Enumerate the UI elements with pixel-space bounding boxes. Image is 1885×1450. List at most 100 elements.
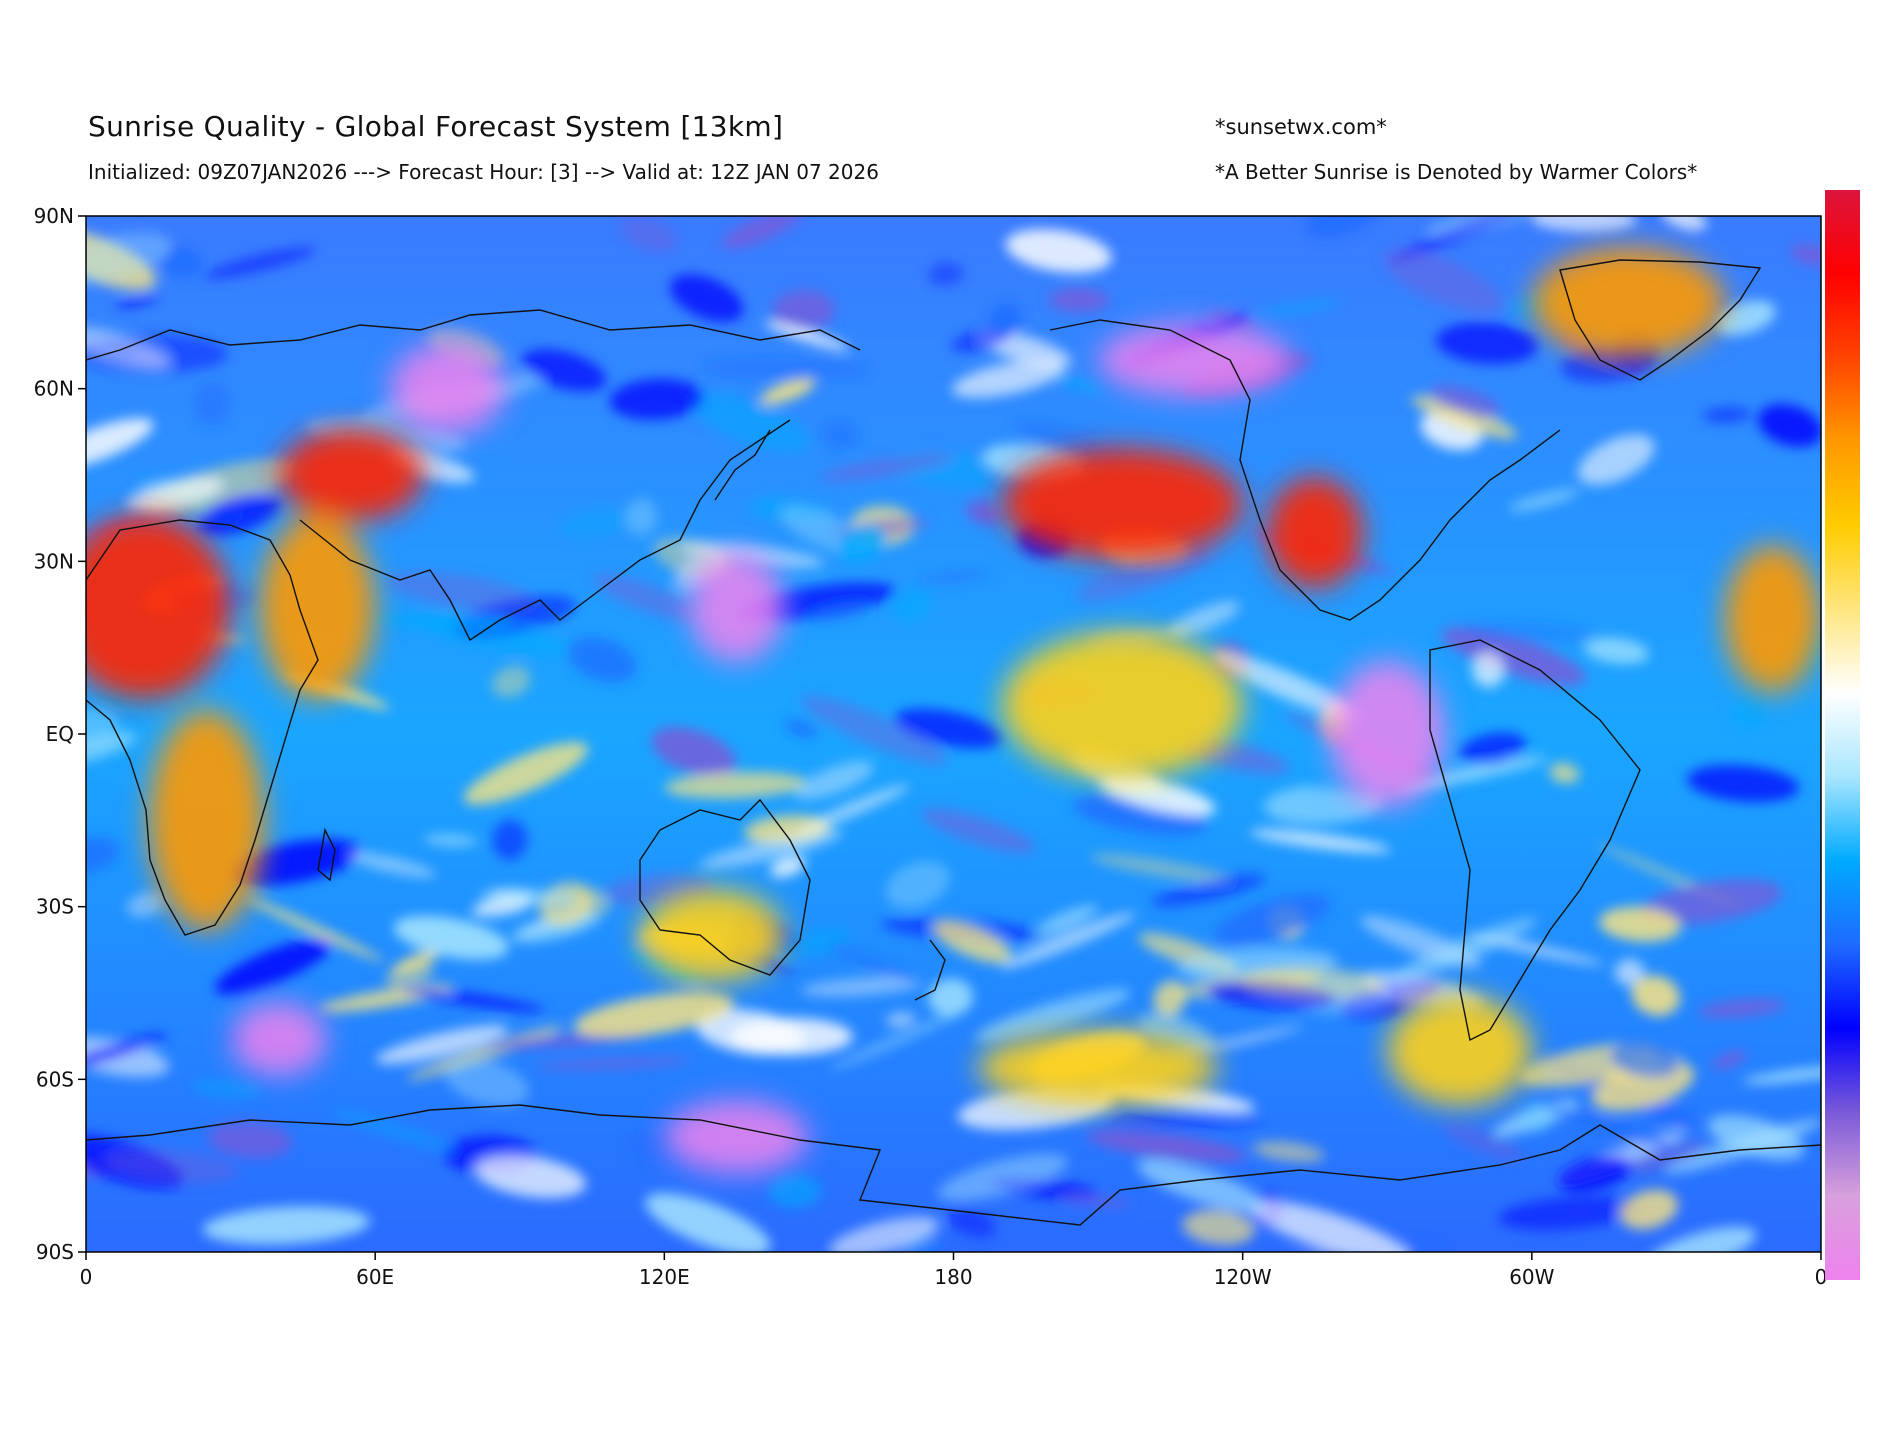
- cloud-streak: [699, 829, 843, 869]
- cloud-streak: [769, 856, 806, 878]
- cloud-streak: [1599, 906, 1681, 942]
- warm-region: [1266, 477, 1364, 588]
- cloud-streak: [763, 321, 850, 351]
- cloud-streak: [1639, 879, 1783, 925]
- cloud-streak: [1530, 216, 1638, 232]
- warm-region: [259, 515, 376, 700]
- cloud-streak: [375, 1025, 509, 1064]
- cloud-streak: [573, 992, 735, 1038]
- cloud-streak: [1086, 1130, 1248, 1163]
- cloud-streak: [1442, 1122, 1523, 1161]
- colorbar: [1825, 190, 1860, 1280]
- cloud-streak: [1212, 651, 1361, 719]
- lon-tick-label: 180: [934, 1265, 972, 1289]
- cloud-streak: [86, 836, 120, 874]
- madagascar-outline: [317, 827, 336, 882]
- warm-region: [1724, 545, 1821, 693]
- cloud-streak: [86, 326, 170, 371]
- japan-outline: [714, 429, 771, 501]
- cloud-streak: [330, 1108, 457, 1152]
- warm-region: [977, 1030, 1219, 1105]
- cloud-streak: [570, 886, 611, 917]
- cloud-streak: [1100, 775, 1216, 816]
- cloud-streak: [1558, 1155, 1633, 1192]
- cloud-streak: [86, 418, 154, 470]
- eurasia-outline: [86, 309, 861, 361]
- warm-region: [86, 515, 231, 700]
- legend-note: *A Better Sunrise is Denoted by Warmer C…: [1215, 160, 1698, 184]
- warm-region: [1001, 631, 1243, 779]
- cloud-streak: [645, 1193, 771, 1252]
- lon-tick-label: 60W: [1509, 1265, 1554, 1289]
- cloud-streak: [1584, 637, 1650, 665]
- lon-tick-label: 120E: [639, 1265, 690, 1289]
- cloud-streak: [932, 920, 1012, 964]
- cloud-streak: [385, 960, 434, 989]
- cloud-streak: [1459, 620, 1597, 643]
- lat-tick-label: 60N: [34, 377, 74, 401]
- cloud-streak: [1383, 248, 1503, 313]
- cloud-streak: [702, 357, 868, 380]
- warm-region: [1387, 995, 1532, 1106]
- cloud-streak: [1048, 287, 1109, 313]
- cloud-streak: [664, 771, 807, 799]
- cloud-streak: [772, 289, 835, 332]
- africa-outline: [86, 519, 319, 936]
- cloud-streak: [836, 523, 888, 564]
- warm-region: [1531, 247, 1725, 358]
- cloud-streak: [229, 839, 361, 886]
- cloud-streak: [965, 500, 1001, 525]
- cloud-streak: [999, 912, 1136, 969]
- cloud-streak: [522, 349, 607, 392]
- cloud-streak: [1436, 322, 1538, 365]
- cloud-streak: [1686, 765, 1800, 803]
- cold-region: [1329, 660, 1446, 808]
- cloud-streak: [1609, 1042, 1680, 1079]
- cloud-streak: [891, 589, 933, 622]
- cloud-streak: [202, 1206, 370, 1245]
- cloud-streak: [1166, 601, 1241, 638]
- cloud-streak: [492, 819, 528, 860]
- lon-tick-label: 60E: [356, 1265, 394, 1289]
- cloud-streak: [1249, 1200, 1410, 1252]
- cloud-streak: [800, 977, 922, 997]
- cold-region: [1098, 323, 1291, 397]
- cloud-streak: [348, 852, 436, 878]
- lon-tick-label: 0: [1815, 1265, 1828, 1289]
- cloud-streak: [1578, 434, 1655, 485]
- cloud-streak: [1058, 1195, 1132, 1208]
- cloud-streak: [1252, 1141, 1325, 1163]
- cloud-streak: [609, 378, 704, 420]
- cloud-streak: [1757, 404, 1821, 447]
- map-title: Sunrise Quality - Global Forecast System…: [88, 110, 784, 143]
- cloud-streak: [1508, 488, 1579, 512]
- cloud-streak: [1255, 299, 1343, 317]
- cloud-streak: [916, 571, 990, 583]
- lat-tick-label: 30S: [36, 895, 74, 919]
- cloud-streak: [1711, 1051, 1747, 1070]
- cloud-streak: [799, 784, 910, 833]
- cloud-streak: [927, 262, 964, 286]
- cloud-streak: [1182, 1209, 1255, 1246]
- cloud-streak: [885, 1012, 916, 1027]
- cloud-streak: [194, 382, 230, 426]
- warm-region: [148, 709, 265, 931]
- cloud-streak: [534, 1057, 692, 1070]
- cloud-streak: [1240, 966, 1385, 1000]
- latitude-axis: 90N 60N 30N EQ 30S 60S 90S: [34, 204, 86, 1264]
- cloud-streak: [937, 1153, 1068, 1202]
- cloud-streak: [126, 891, 165, 918]
- north-america-outline: [1049, 319, 1561, 621]
- cloud-streak: [1741, 1065, 1821, 1084]
- cloud-streak: [203, 247, 317, 279]
- cloud-streak: [214, 938, 332, 995]
- cloud-streak: [393, 915, 509, 960]
- cloud-streak: [820, 419, 860, 451]
- cloud-streak: [1137, 1159, 1266, 1213]
- cloud-streak: [1498, 1196, 1641, 1230]
- cloud-streak: [1429, 385, 1502, 418]
- cloud-streak: [819, 453, 954, 482]
- cloud-streak: [558, 508, 636, 538]
- cloud-streak: [1644, 1226, 1757, 1252]
- cloud-streak: [86, 1033, 168, 1075]
